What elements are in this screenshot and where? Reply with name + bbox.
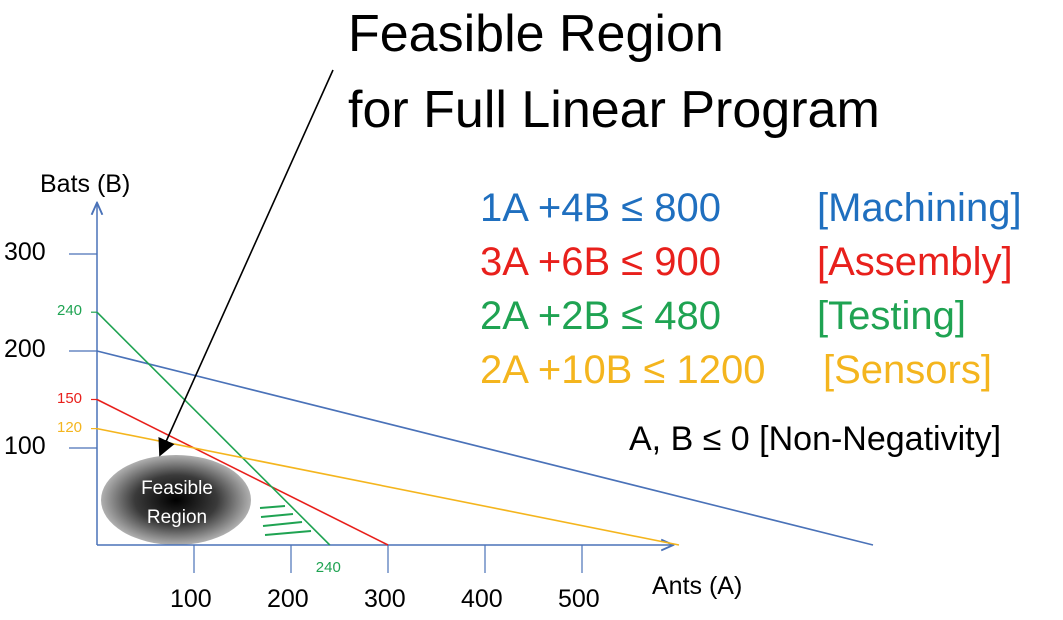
x-tick-label: 100 [170,585,212,613]
hatch-marks [259,505,312,536]
constraint-line [96,350,874,546]
constraint-machining: 1A +4B ≤ 800 [Machining] [480,186,1022,231]
y-tick-label: 100 [4,432,46,460]
constraint-expr: 2A +2B ≤ 480 [480,294,722,338]
x-tick-label: 300 [364,585,406,613]
intercept-label: 240 [57,302,83,320]
title-line-1: Feasible Region [348,5,724,63]
x-axis-title: Ants (A) [652,572,743,600]
constraint-sensors: 2A +10B ≤ 1200 [Sensors] [480,348,992,393]
constraint-label: [Assembly] [817,240,1013,284]
intercept-label: 150 [57,389,83,407]
x-tick-label: 200 [267,585,309,613]
constraint-label: [Testing] [817,294,966,338]
constraint-label: [Machining] [817,186,1022,230]
constraint-line [96,311,331,546]
constraint-expr: 2A +10B ≤ 1200 [480,348,766,392]
non-negativity-constraint: A, B ≤ 0 [Non-Negativity] [629,420,1002,458]
constraint-testing: 2A +2B ≤ 480 [Testing] [480,294,966,339]
y-axis-title: Bats (B) [40,170,131,198]
constraint-expr: 3A +6B ≤ 900 [480,240,722,284]
annotation-arrow [158,69,334,457]
constraint-assembly: 3A +6B ≤ 900 [Assembly] [480,240,1013,285]
constraint-line [96,427,680,546]
constraint-line [96,398,389,546]
x-tick-label: 500 [558,585,600,613]
constraint-lines [96,311,874,546]
intercept-label: 240 [315,559,341,576]
constraint-expr: 1A +4B ≤ 800 [480,186,722,230]
feasible-region-line-1: Feasible [141,478,213,499]
title-line-2: for Full Linear Program [348,81,880,139]
feasible-region-line-2: Region [146,507,208,528]
feasible-region-label: Feasible Region [108,474,246,532]
intercept-label: 120 [57,418,83,436]
axes [69,204,672,573]
constraint-label: [Sensors] [823,348,992,392]
x-tick-label: 400 [461,585,503,613]
feasible-region-blob [101,455,251,545]
y-tick-label: 200 [4,335,46,363]
y-tick-label: 300 [4,238,46,266]
